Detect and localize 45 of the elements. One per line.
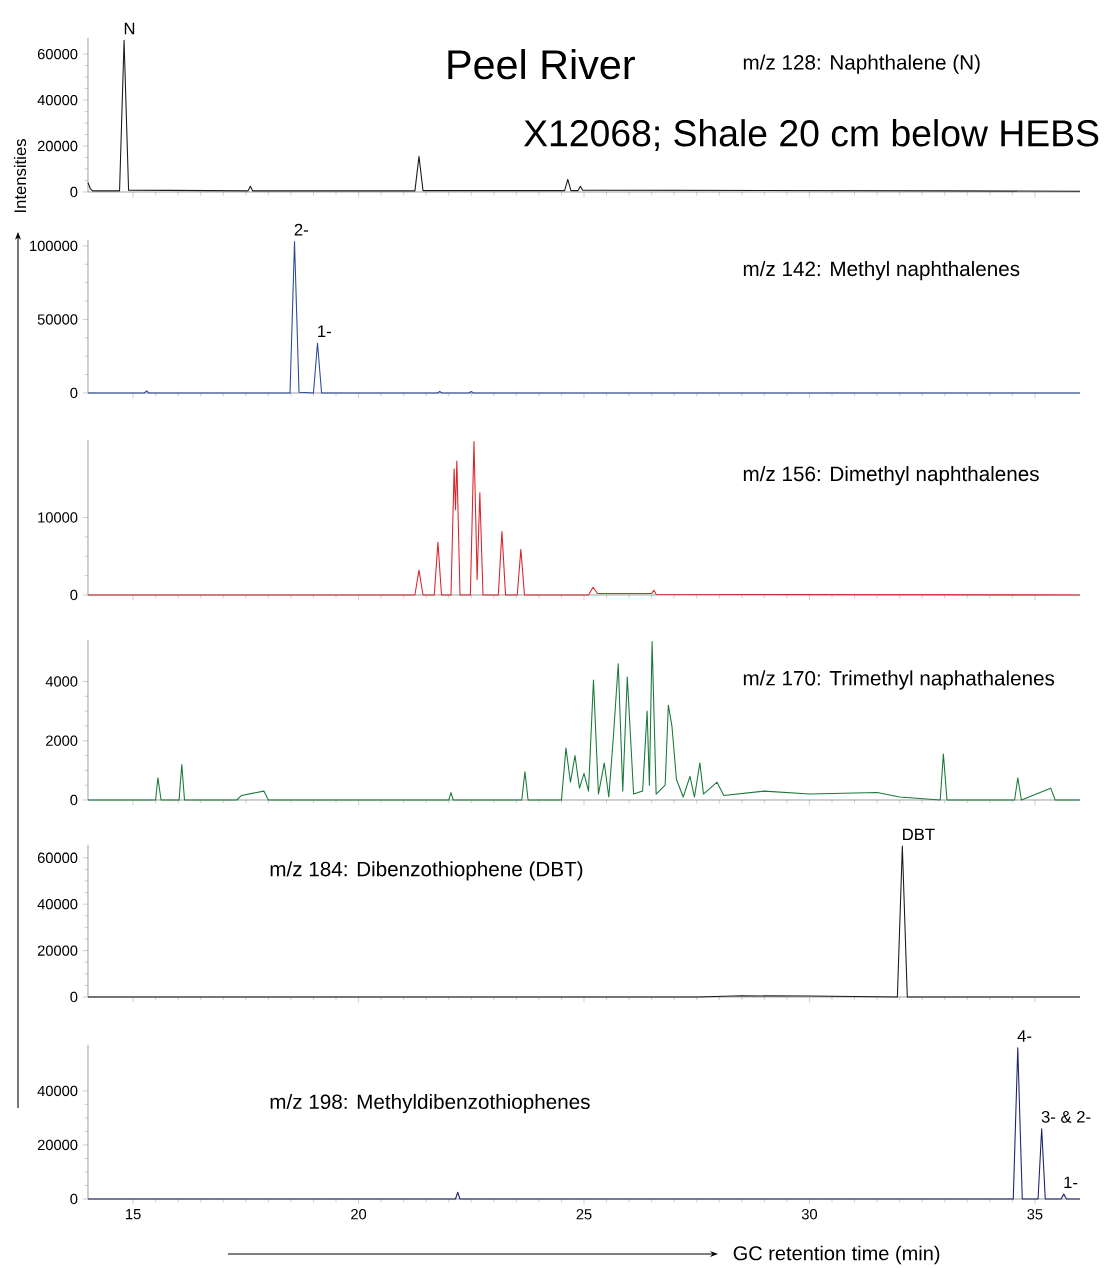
y-tick-label: 60000 [37,48,78,60]
annotation: 2- [294,223,308,236]
y-tick-label: 0 [70,589,78,601]
y-tick-label: 40000 [37,94,78,106]
y-tick-label: 20000 [37,1139,78,1151]
y-tick-label: 2000 [46,735,78,746]
y-tick-label: 40000 [37,899,78,910]
x-tick-label: 30 [801,1209,818,1220]
text: X12068; Shale 20 cm below HEBS [523,119,1099,151]
y-tick-label: 20000 [37,140,78,152]
y-tick-label: 20000 [37,945,78,956]
annotation: m/z 142: Methyl naphthalenes [743,260,1020,281]
annotation: m/z 156: Dimethyl naphthalenes [743,466,1039,486]
chart-title: Peel River [448,48,635,80]
annotation: N [124,22,135,35]
line-series [87,640,1081,801]
annotation: m/z 198: Methyldibenzothiophenes [270,1093,590,1114]
line-series [87,240,1081,394]
y-tick-label: 50000 [37,314,78,325]
x-tick-label: 35 [1027,1209,1043,1220]
y-tick-label: 0 [70,186,78,198]
y-tick-label: 0 [70,991,78,1003]
x-tick-label: 20 [351,1209,367,1220]
annotation: 1- [1064,1176,1078,1189]
y-tick-label: 40000 [37,1085,78,1097]
annotation: 4- [1017,1030,1032,1042]
y-tick-label: 0 [70,1193,78,1205]
y-tick-label: 10000 [38,512,78,523]
line-series [87,441,1081,596]
y-tick-label: 0 [70,387,78,399]
annotation: 1- [318,325,331,337]
annotation: 3- & 2- [1041,1110,1091,1123]
y-tick-label: 60000 [37,852,78,863]
x-tick-label: 25 [576,1209,592,1220]
x-tick-label: 15 [126,1209,141,1220]
annotation: m/z 170: Trimethyl naphathalenes [743,670,1055,690]
y-axis-title: Intensities [13,139,27,212]
y-tick-label: 0 [70,794,78,806]
line-series [87,845,1081,998]
y-tick-label: 100000 [30,240,78,252]
x-axis-title: GC retention time (min) [733,1245,940,1265]
annotation: m/z 184: Dibenzothiophene (DBT) [270,861,583,881]
annotation: m/z 128: Naphthalene (N) [743,54,980,74]
y-tick-label: 4000 [45,676,78,687]
annotation: DBT [903,828,935,841]
